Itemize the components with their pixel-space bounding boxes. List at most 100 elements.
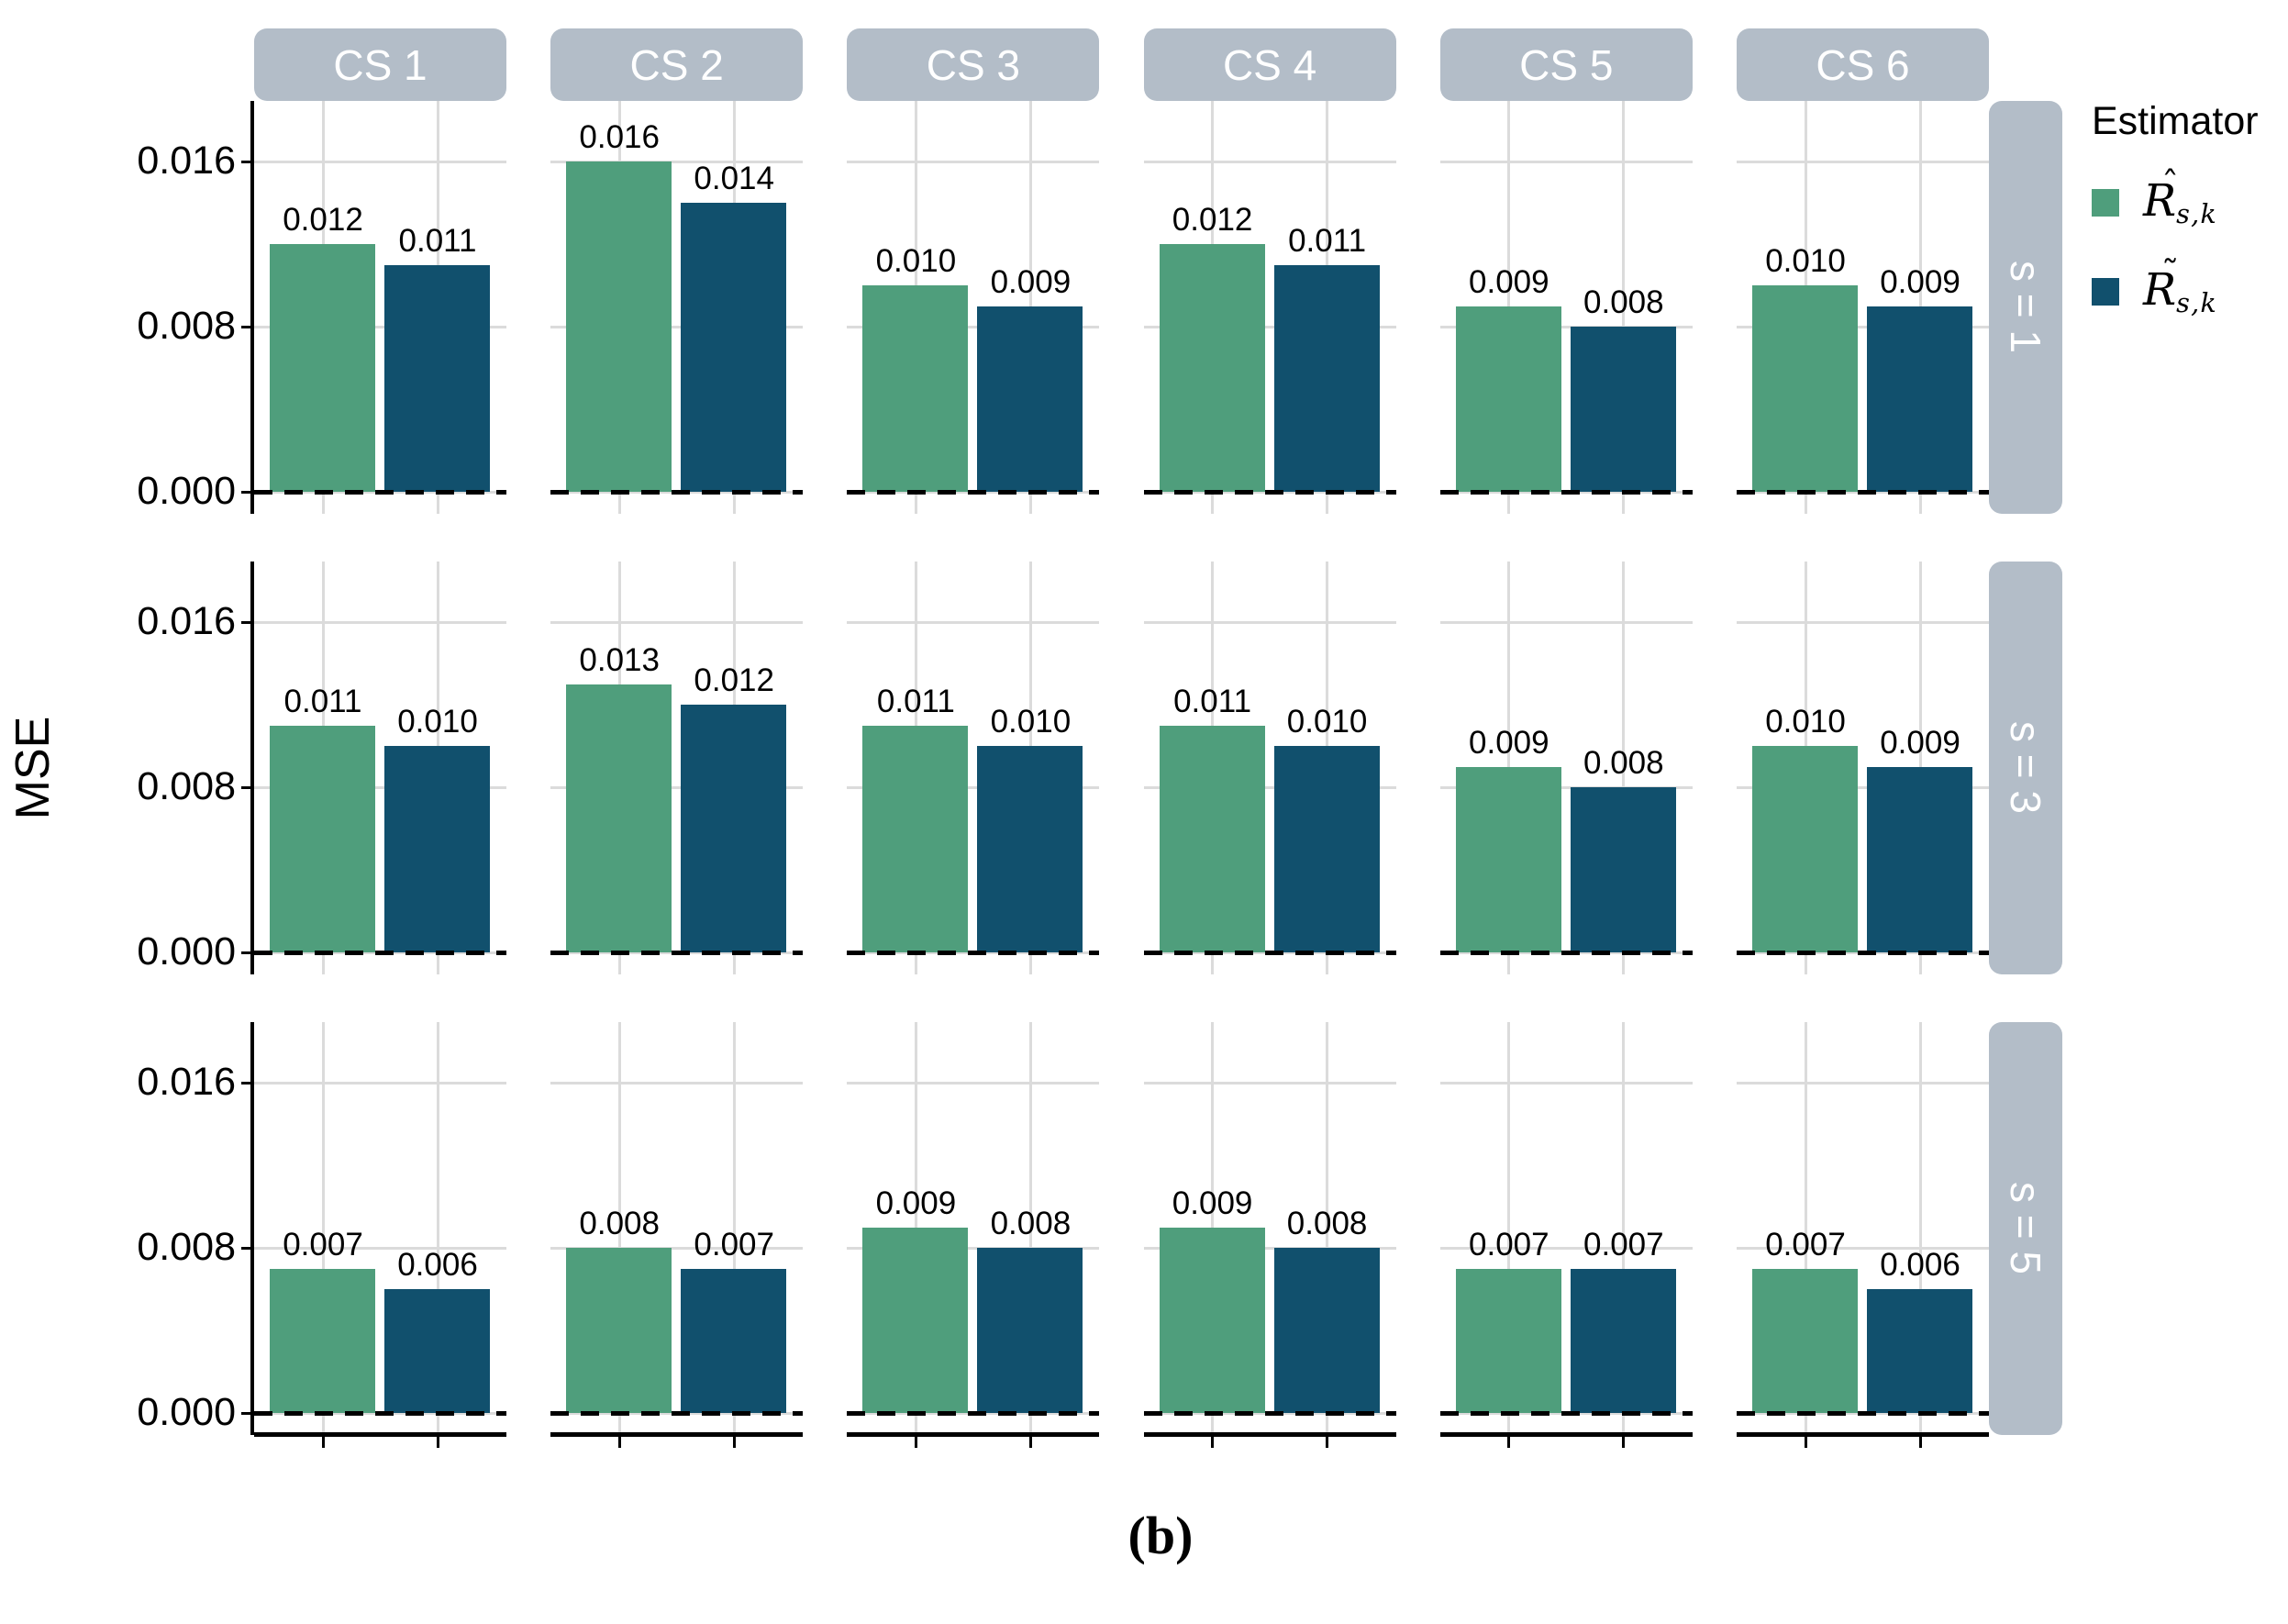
facet-column-label: CS 5	[1519, 40, 1614, 89]
bar-rhat	[566, 1248, 672, 1413]
horizontal-gridline	[1737, 1246, 1989, 1250]
y-axis-tick	[241, 491, 252, 494]
horizontal-gridline	[254, 1081, 506, 1085]
horizontal-gridline	[847, 1081, 1100, 1085]
horizontal-gridline	[550, 160, 804, 163]
zero-dashed-line	[550, 1410, 804, 1416]
horizontal-gridline	[254, 785, 506, 789]
facet-panel: 0.009 0.008	[1439, 101, 1693, 514]
y-axis-tick-label: 0.000	[137, 469, 236, 513]
horizontal-gridline	[550, 1246, 804, 1250]
facet-panel: 0.013 0.012	[550, 562, 804, 974]
horizontal-gridline	[1737, 1081, 1989, 1085]
y-axis-line	[250, 101, 254, 514]
bar-value-label: 0.010	[1286, 704, 1368, 740]
horizontal-gridline	[1143, 325, 1396, 328]
vertical-gridline	[1622, 1022, 1626, 1435]
bar-value-label: 0.012	[1172, 202, 1253, 238]
horizontal-gridline	[254, 620, 506, 624]
y-axis-tick	[241, 951, 252, 954]
bar-value-label: 0.011	[876, 683, 955, 719]
x-axis-tick	[1622, 1437, 1626, 1448]
facet-row-label: s = 5	[2002, 1182, 2049, 1275]
bar-rhat	[270, 725, 375, 952]
zero-dashed-line	[1737, 1410, 1989, 1416]
bar-rtilde	[977, 746, 1083, 952]
zero-dashed-line	[254, 1410, 506, 1416]
facet-panel: 0.010 0.009	[847, 101, 1100, 514]
x-axis-line	[847, 1432, 1100, 1437]
horizontal-gridline	[1439, 1246, 1693, 1250]
y-axis-tick-label: 0.000	[137, 929, 236, 973]
x-axis-line	[1143, 1432, 1396, 1437]
vertical-gridline	[617, 1022, 621, 1435]
facet-panel: 0.016 0.014	[550, 101, 804, 514]
bar-value-label: 0.009	[1880, 263, 1960, 300]
horizontal-gridline	[254, 1246, 506, 1250]
y-axis-tick	[241, 1082, 252, 1085]
legend-title: Estimator	[2092, 99, 2259, 143]
x-axis-tick	[1507, 1437, 1511, 1448]
y-axis-tick-label: 0.008	[137, 764, 236, 808]
horizontal-gridline	[550, 1081, 804, 1085]
bar-rtilde	[681, 705, 787, 952]
y-axis-tick-label: 0.008	[137, 1225, 236, 1269]
bar-rtilde	[681, 1268, 787, 1413]
bar-value-label: 0.008	[990, 1206, 1072, 1241]
bar-rhat	[1159, 725, 1265, 952]
vertical-gridline	[1622, 101, 1626, 514]
legend-swatch-rhat	[2092, 189, 2119, 217]
x-axis-tick	[1326, 1437, 1329, 1448]
vertical-gridline	[1804, 1022, 1807, 1435]
bar-value-label: 0.012	[283, 202, 363, 238]
bar-rhat	[566, 161, 672, 492]
y-axis-tick-label: 0.000	[137, 1390, 236, 1434]
y-axis-tick	[241, 326, 252, 328]
bar-rtilde	[1570, 787, 1676, 952]
bar-value-label: 0.007	[694, 1226, 774, 1262]
facet-column-label: CS 1	[333, 40, 428, 89]
x-axis-tick	[436, 1437, 439, 1448]
bar-value-label: 0.007	[1469, 1226, 1549, 1262]
horizontal-gridline	[1143, 620, 1396, 624]
bar-rtilde	[1570, 1268, 1676, 1413]
bar-value-label: 0.014	[694, 161, 774, 196]
horizontal-gridline	[550, 785, 804, 789]
horizontal-gridline	[1439, 785, 1693, 789]
legend-label-rtilde: R ˜ s,k	[2143, 256, 2217, 317]
y-axis-tick	[241, 161, 252, 163]
horizontal-gridline	[847, 620, 1100, 624]
facet-panel: 0.012 0.011	[1143, 101, 1396, 514]
facet-panel: 0.011 0.010	[1143, 562, 1396, 974]
bar-rhat	[1752, 1268, 1858, 1413]
bar-value-label: 0.009	[1880, 724, 1960, 761]
bar-rtilde	[681, 203, 787, 492]
bar-rhat	[862, 1227, 969, 1413]
facet-column-label: CS 6	[1816, 40, 1910, 89]
hat-accent: ˆ	[2160, 164, 2180, 206]
legend: Estimator R ˆ s,k R ˜ s,k	[2092, 99, 2284, 357]
facet-column-strip: CS 2	[550, 28, 804, 101]
horizontal-gridline	[550, 620, 804, 624]
y-axis-tick	[241, 1247, 252, 1250]
horizontal-gridline	[847, 1246, 1100, 1250]
facet-panel: 0.008 0.007	[550, 1022, 804, 1435]
bar-value-label: 0.010	[1765, 243, 1846, 279]
vertical-gridline	[321, 1022, 325, 1435]
bar-rhat	[1455, 1268, 1561, 1413]
zero-dashed-line	[1737, 950, 1989, 955]
x-axis-tick	[1804, 1437, 1807, 1448]
y-axis-tick	[241, 786, 252, 789]
y-axis-tick-label: 0.016	[137, 599, 236, 643]
bar-value-label: 0.010	[990, 704, 1072, 740]
horizontal-gridline	[1439, 1081, 1693, 1085]
vertical-gridline	[732, 1022, 736, 1435]
zero-dashed-line	[1143, 489, 1396, 495]
bar-value-label: 0.012	[694, 662, 774, 698]
horizontal-gridline	[1143, 160, 1396, 163]
legend-entry-rtilde: R ˜ s,k	[2092, 256, 2284, 317]
x-axis-line	[1439, 1432, 1693, 1437]
bar-rhat	[1752, 746, 1858, 952]
facet-panel: 0.007 0.006	[1737, 1022, 1989, 1435]
